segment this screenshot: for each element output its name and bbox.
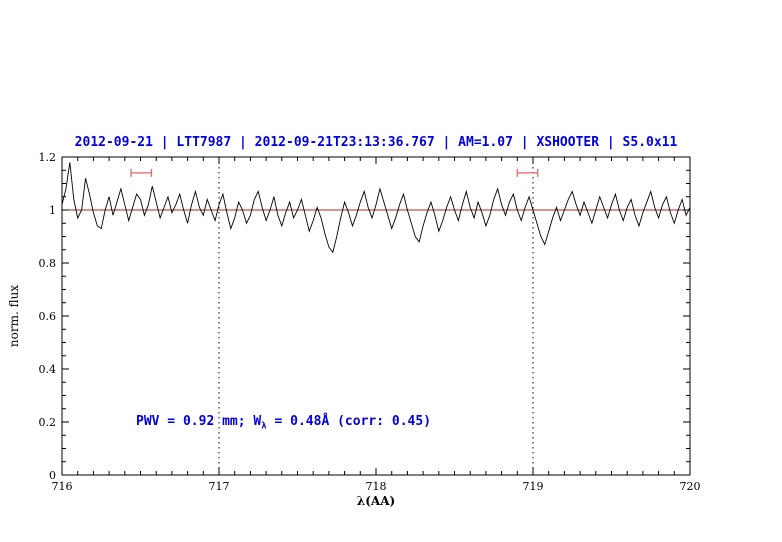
x-tick-label: 719	[523, 480, 544, 493]
x-tick-label: 716	[52, 480, 73, 493]
x-tick-label: 717	[209, 480, 230, 493]
y-tick-label: 0.8	[39, 257, 57, 270]
pwv-annotation: PWV = 0.92 mm; Wλ = 0.48Å (corr: 0.45)	[136, 414, 431, 432]
y-axis-label: norm. flux	[7, 284, 21, 348]
plot-title: 2012-09-21 | LTT7987 | 2012-09-21T23:13:…	[74, 135, 678, 150]
spectrum-line	[61, 162, 691, 254]
y-tick-label: 0.6	[39, 310, 57, 323]
pwv-annotation-prefix: PWV = 0.92 mm; W	[136, 414, 262, 429]
y-tick-label: 0	[49, 469, 56, 482]
y-tick-label: 1.2	[39, 151, 57, 164]
y-tick-label: 0.2	[39, 416, 57, 429]
x-axis-label: λ(AA)	[356, 494, 396, 508]
pwv-annotation-suffix: = 0.48Å (corr: 0.45)	[266, 414, 432, 429]
x-tick-label: 720	[680, 480, 701, 493]
y-tick-label: 0.4	[39, 363, 57, 376]
pwv-annotation-subscript: λ	[261, 421, 267, 432]
y-tick-label: 1	[49, 204, 56, 217]
x-tick-label: 718	[366, 480, 387, 493]
